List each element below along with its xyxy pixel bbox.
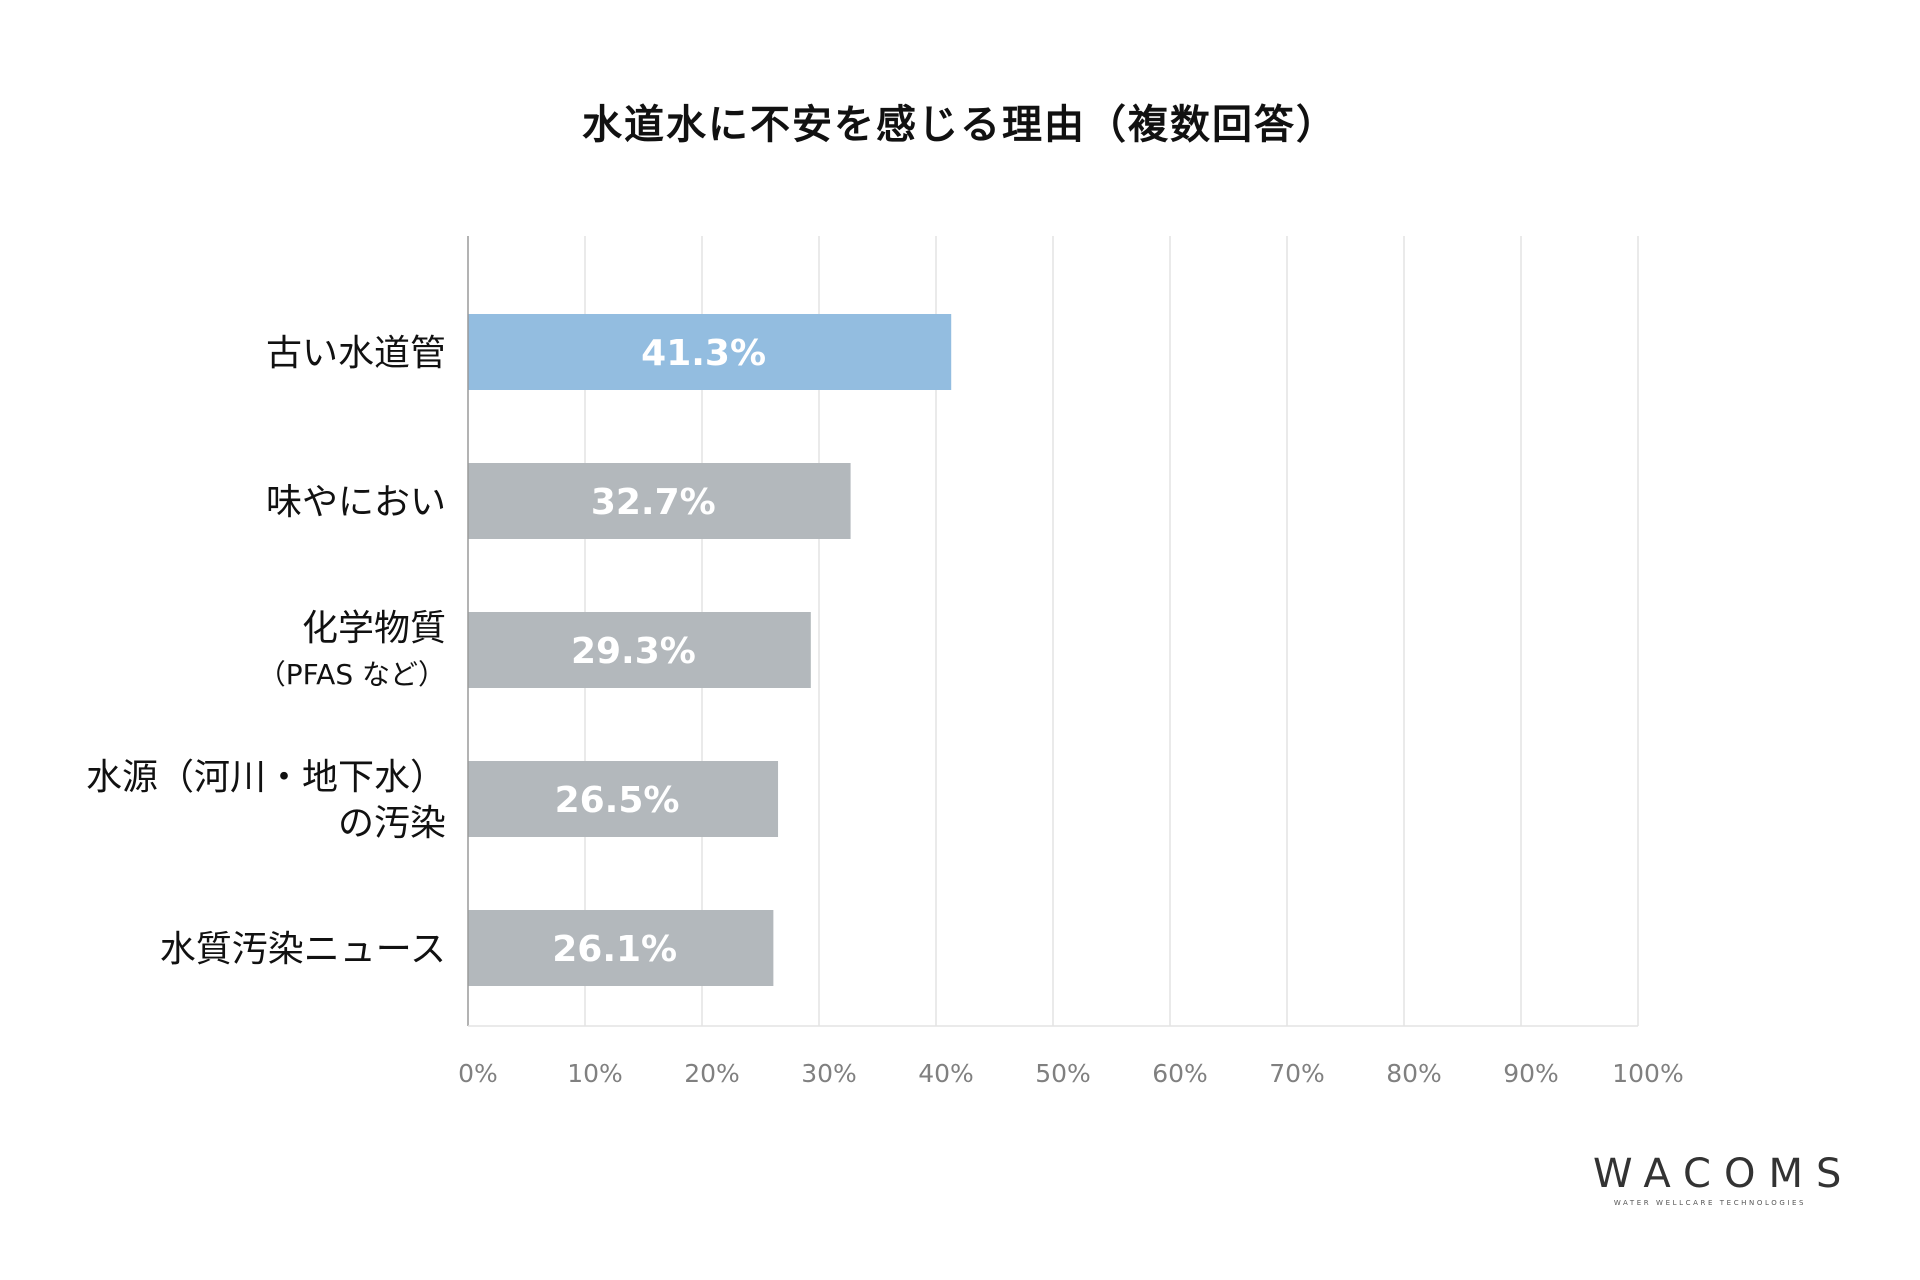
category-label: 味やにおい [266, 482, 446, 523]
chart-title: 水道水に不安を感じる理由（複数回答） [582, 102, 1338, 148]
x-tick-label: 70% [1269, 1059, 1325, 1088]
bar [468, 314, 952, 390]
wacoms-logo: WACOMS WATER WELLCARE TECHNOLOGIES [1580, 1151, 1855, 1208]
x-tick-label: 10% [567, 1059, 623, 1088]
x-tick-label: 0% [458, 1059, 498, 1088]
bar [468, 463, 851, 539]
x-tick-label: 30% [801, 1059, 857, 1088]
x-tick-label: 40% [918, 1059, 974, 1088]
bar-value-label: 26.5% [555, 780, 680, 821]
logo-tagline: WATER WELLCARE TECHNOLOGIES [1613, 1199, 1807, 1207]
x-tick-label: 80% [1386, 1059, 1442, 1088]
bar-value-label: 26.1% [552, 929, 677, 970]
bar-value-label: 29.3% [571, 631, 696, 672]
bars [468, 314, 952, 986]
x-tick-label: 100% [1612, 1059, 1683, 1088]
logo-wordmark: WACOMS [1593, 1151, 1855, 1197]
category-label: 水源（河川・地下水） [86, 757, 446, 798]
x-tick-label: 60% [1152, 1059, 1208, 1088]
bar [468, 910, 774, 986]
bar-value-label: 41.3% [641, 333, 766, 374]
x-tick-label: 90% [1503, 1059, 1559, 1088]
category-label: （PFAS など） [258, 658, 446, 691]
category-label: 化学物質 [302, 608, 446, 649]
category-label: 古い水道管 [266, 333, 446, 374]
category-label: 水質汚染ニュース [160, 929, 446, 970]
labels: 0% 10% 20% 30% 40% 50% 60% 70% 80% 90% 100% 41.3% 古い… [86, 333, 1684, 1088]
bar-value-label: 32.7% [591, 482, 716, 523]
x-tick-label: 20% [684, 1059, 740, 1088]
axes [467, 236, 1638, 1027]
bar [468, 761, 779, 837]
x-tick-label: 50% [1035, 1059, 1091, 1088]
bar [468, 612, 811, 688]
category-label: の汚染 [338, 803, 446, 844]
